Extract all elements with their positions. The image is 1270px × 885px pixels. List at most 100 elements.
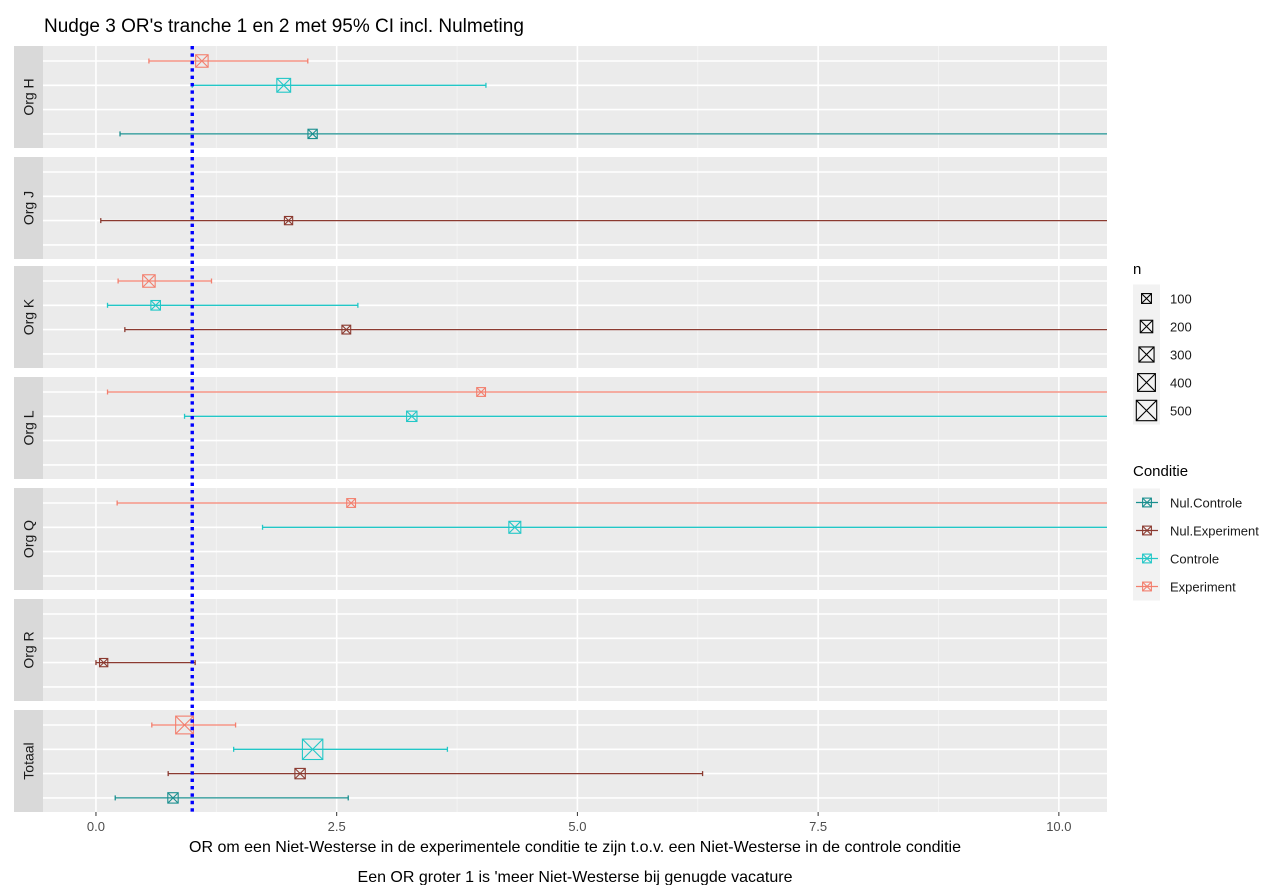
facet-strip <box>14 377 43 479</box>
ci-series <box>106 387 1107 397</box>
marker-cross <box>142 274 156 288</box>
marker-box <box>476 387 487 397</box>
ci-series <box>124 324 1107 335</box>
facet-label: Totaal <box>21 742 37 779</box>
ci-series <box>119 128 1107 140</box>
facet-panel: Org R <box>14 599 1107 701</box>
point-marker <box>1137 373 1156 392</box>
marker-cross <box>276 78 292 93</box>
facet-panel: Org H <box>14 46 1107 148</box>
facet-strip <box>14 46 43 148</box>
size-legend-label: 200 <box>1170 320 1192 335</box>
facet-panel: Org L <box>14 377 1107 479</box>
marker-box <box>1141 293 1152 304</box>
facet-strip <box>14 266 43 368</box>
facet-label: Org H <box>21 78 37 115</box>
marker-cross <box>195 54 209 68</box>
condition-legend-label: Controle <box>1170 552 1219 567</box>
marker-box <box>294 767 306 780</box>
marker-cross <box>476 387 486 397</box>
facet-strip <box>14 710 43 812</box>
condition-legend-title: Conditie <box>1133 463 1188 480</box>
marker-box <box>175 715 194 735</box>
size-legend-label: 400 <box>1170 376 1192 391</box>
marker-box <box>276 77 292 93</box>
ci-series <box>95 657 196 668</box>
ci-series <box>117 274 213 288</box>
panel-background <box>43 599 1107 701</box>
marker-cross <box>294 768 306 780</box>
x-tick-label: 2.5 <box>328 819 346 834</box>
point-marker <box>1142 581 1152 592</box>
marker-box <box>1137 373 1156 392</box>
size-legend-label: 100 <box>1170 292 1192 307</box>
point-marker <box>508 520 522 534</box>
marker-cross <box>1142 553 1152 564</box>
point-marker <box>167 792 179 804</box>
point-marker <box>1139 319 1154 334</box>
marker-box <box>307 128 318 140</box>
size-legend-label: 500 <box>1170 404 1192 419</box>
point-marker <box>283 215 294 226</box>
panel-background <box>43 266 1107 368</box>
marker-cross <box>1138 346 1155 363</box>
marker-cross <box>341 324 352 335</box>
marker-box <box>98 657 109 668</box>
ci-series <box>116 498 1107 508</box>
point-marker <box>476 387 487 397</box>
panel-background <box>43 488 1107 590</box>
size-legend-label: 300 <box>1170 348 1192 363</box>
marker-cross <box>1142 581 1152 592</box>
facet-label: Org R <box>21 631 37 668</box>
ci-series <box>106 299 359 311</box>
marker-box <box>142 274 156 288</box>
facet-panel: Org Q <box>14 488 1107 590</box>
marker-cross <box>406 410 418 422</box>
marker-box <box>346 498 357 508</box>
condition-legend-label: Nul.Controle <box>1170 496 1242 511</box>
condition-legend-label: Experiment <box>1170 580 1236 595</box>
marker-cross <box>307 128 318 139</box>
panel-background <box>43 46 1107 148</box>
x-tick-label: 7.5 <box>809 819 827 834</box>
point-marker <box>1138 346 1155 363</box>
x-axis: 0.0 2.5 5.0 7.5 10.0 <box>87 812 1072 834</box>
point-marker <box>301 738 324 761</box>
x-tick-label: 10.0 <box>1046 819 1071 834</box>
ci-series <box>191 77 487 93</box>
point-marker <box>346 498 357 508</box>
marker-box <box>1142 553 1152 564</box>
facet-panel: Org J <box>14 157 1107 259</box>
marker-box <box>301 738 324 761</box>
facet-label: Org L <box>21 410 37 445</box>
marker-cross <box>1139 319 1154 334</box>
point-marker <box>294 767 306 780</box>
marker-box <box>1142 581 1152 592</box>
facet-panels: Org H Org J Org K Org L Org Q Org R Totaal <box>14 46 1107 812</box>
ci-series <box>100 215 1107 226</box>
marker-box <box>167 792 179 804</box>
marker-cross <box>167 792 179 804</box>
point-marker <box>98 657 109 668</box>
ci-series <box>233 738 449 761</box>
condition-legend-label: Nul.Experiment <box>1170 524 1259 539</box>
point-marker <box>341 324 352 335</box>
marker-box <box>1135 399 1158 422</box>
point-marker <box>150 299 161 311</box>
ci-series <box>183 410 1107 423</box>
panel-background <box>43 157 1107 259</box>
marker-box <box>1142 497 1152 508</box>
facet-panel: Org K <box>14 266 1107 368</box>
marker-cross <box>150 300 161 311</box>
chart-caption: Een OR groter 1 is 'meer Niet-Westerse b… <box>358 869 793 885</box>
marker-box <box>1139 319 1154 334</box>
marker-cross <box>1142 525 1152 536</box>
size-legend: n 100 200 300 400 500 <box>1133 261 1192 425</box>
point-marker <box>1142 525 1152 536</box>
facet-strip <box>14 599 43 701</box>
panel-background <box>43 710 1107 812</box>
ci-series <box>261 520 1107 534</box>
marker-box <box>150 299 161 311</box>
marker-cross <box>302 738 324 760</box>
